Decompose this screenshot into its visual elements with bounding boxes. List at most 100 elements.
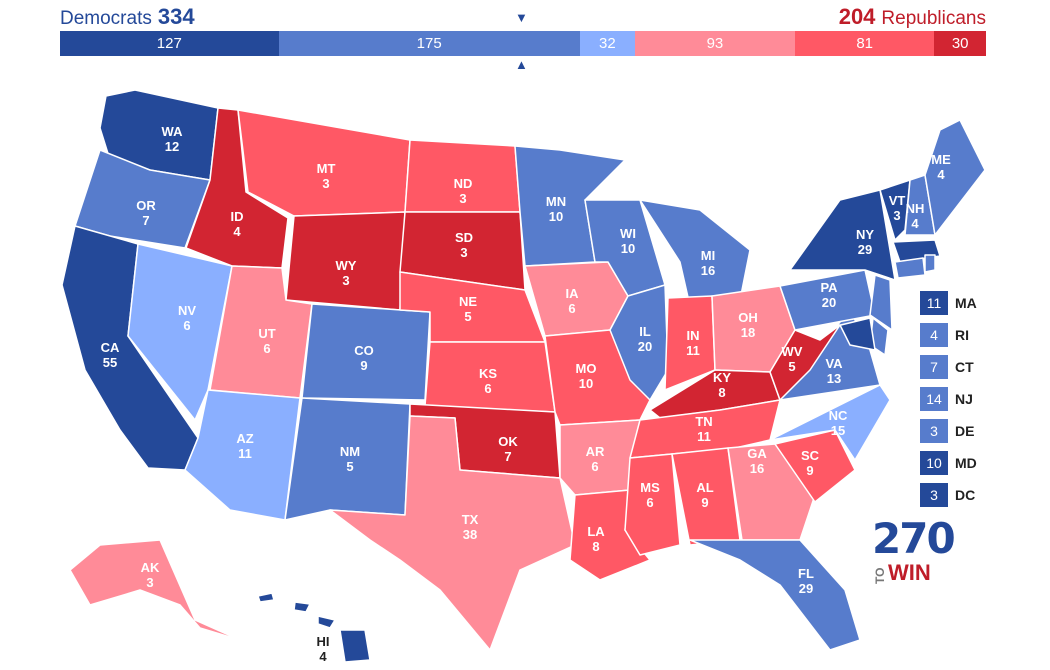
state-shape-sc[interactable] <box>774 429 856 503</box>
legend-item-ma[interactable]: 11 MA <box>920 287 977 319</box>
legend-state-label: NJ <box>955 391 973 407</box>
state-label-ga: GA 16 <box>747 446 767 476</box>
legend-state-label: DE <box>955 423 975 439</box>
bar-segment: 93 <box>634 31 795 56</box>
state-shape-fl[interactable] <box>689 539 861 651</box>
state-label-mt: MT 3 <box>317 161 336 191</box>
state-label-wy: WY 3 <box>336 258 357 288</box>
state-label-wa: WA 12 <box>162 124 184 154</box>
legend-state-label: MA <box>955 295 977 311</box>
legend-state-label: DC <box>955 487 976 503</box>
electoral-vote-bar: 127 175 32 93 81 30 <box>60 31 987 56</box>
state-shape-il[interactable] <box>609 284 669 401</box>
270towin-logo: 270 TOWIN <box>872 514 956 586</box>
state-shape-ny[interactable] <box>789 189 896 281</box>
state-label-ca: CA 55 <box>101 340 120 370</box>
bar-segment: 81 <box>794 31 935 56</box>
bar-segment: 32 <box>579 31 635 56</box>
state-label-ia: IA 6 <box>566 286 580 316</box>
state-label-az: AZ 11 <box>236 431 253 461</box>
state-shape-me[interactable] <box>924 119 986 236</box>
new-jersey-shape[interactable] <box>869 274 893 331</box>
state-shape-az[interactable] <box>184 389 301 521</box>
state-label-fl: FL 29 <box>798 566 814 596</box>
state-shape-hi[interactable] <box>339 629 371 663</box>
state-label-nm: NM 5 <box>340 444 360 474</box>
legend-item-md[interactable]: 10 MD <box>920 447 977 479</box>
state-label-or: OR 7 <box>136 198 156 228</box>
majority-marker-bottom-icon: ▲ <box>515 57 528 72</box>
state-label-pa: PA 20 <box>820 280 838 310</box>
state-label-ms: MS 6 <box>640 480 660 510</box>
bar-segment: 127 <box>60 31 279 56</box>
state-shape-tx[interactable] <box>329 415 576 651</box>
legend-ev-box[interactable]: 3 <box>920 419 948 443</box>
legend-ev-box[interactable]: 7 <box>920 355 948 379</box>
legend-state-label: MD <box>955 455 977 471</box>
majority-marker-top-icon: ▼ <box>515 10 528 25</box>
state-label-tx: TX 38 <box>462 512 479 542</box>
state-label-ut: UT 6 <box>258 326 275 356</box>
state-label-sd: SD 3 <box>455 230 473 260</box>
bar-segment: 175 <box>278 31 580 56</box>
state-label-ks: KS 6 <box>479 366 497 396</box>
state-label-sc: SC 9 <box>801 448 820 478</box>
bar-segment: 30 <box>934 31 987 56</box>
state-label-va: VA 13 <box>825 356 843 386</box>
state-label-wv: WV 5 <box>782 344 803 374</box>
state-label-la: LA 8 <box>587 524 605 554</box>
legend-ev-box[interactable]: 14 <box>920 387 948 411</box>
state-label-mi: MI 16 <box>701 248 715 278</box>
legend-item-nj[interactable]: 14 NJ <box>920 383 977 415</box>
republicans-total: 204 <box>838 4 876 29</box>
state-label-mo: MO 10 <box>576 361 597 391</box>
results-header: Democrats 334 204 Republicans <box>60 4 986 30</box>
state-label-ar: AR 6 <box>586 444 605 474</box>
state-shape-ak[interactable] <box>69 539 241 641</box>
logo-to: TO <box>873 567 887 584</box>
legend-item-de[interactable]: 3 DE <box>920 415 977 447</box>
democrats-total: 334 <box>157 4 195 29</box>
state-label-il: IL 20 <box>638 324 652 354</box>
state-label-ak: AK 3 <box>141 560 160 590</box>
state-label-hi: HI 4 <box>317 634 330 664</box>
state-label-ne: NE 5 <box>459 294 477 324</box>
state-label-nd: ND 3 <box>454 176 473 206</box>
hawaii-island-maui[interactable] <box>317 615 336 629</box>
small-states-legend: 11 MA 4 RI 7 CT 14 NJ 3 DE 10 MD 3 DC <box>920 287 977 511</box>
hawaii-island-kauai[interactable] <box>257 592 275 603</box>
state-label-al: AL 9 <box>696 480 713 510</box>
legend-ev-box[interactable]: 11 <box>920 291 948 315</box>
rhode-island-shape[interactable] <box>924 254 936 273</box>
state-label-ny: NY 29 <box>856 227 874 257</box>
connecticut-shape[interactable] <box>894 257 926 279</box>
state-label-in: IN 11 <box>686 328 700 358</box>
state-shape-nc[interactable] <box>769 384 891 461</box>
legend-ev-box[interactable]: 4 <box>920 323 948 347</box>
logo-number: 270 <box>872 514 956 563</box>
logo-win: WIN <box>888 560 931 585</box>
legend-item-dc[interactable]: 3 DC <box>920 479 977 511</box>
democrats-summary: Democrats 334 <box>60 4 195 30</box>
state-label-id: ID 4 <box>231 209 244 239</box>
legend-item-ri[interactable]: 4 RI <box>920 319 977 351</box>
state-shape-nv[interactable] <box>127 243 233 421</box>
state-label-me: ME 4 <box>931 152 951 182</box>
hawaii-island-oahu[interactable] <box>293 601 311 613</box>
republicans-label: Republicans <box>881 8 986 29</box>
state-label-mn: MN 10 <box>546 194 566 224</box>
state-label-vt: VT 3 <box>889 193 906 223</box>
democrats-label: Democrats <box>60 8 152 29</box>
state-shape-ms[interactable] <box>624 453 681 556</box>
state-label-oh: OH 18 <box>738 310 758 340</box>
legend-ev-box[interactable]: 3 <box>920 483 948 507</box>
legend-ev-box[interactable]: 10 <box>920 451 948 475</box>
legend-state-label: CT <box>955 359 974 375</box>
state-label-ky: KY 8 <box>713 370 731 400</box>
maryland-shape[interactable] <box>819 317 876 351</box>
state-label-nv: NV 6 <box>178 303 196 333</box>
state-label-tn: TN 11 <box>695 414 712 444</box>
legend-state-label: RI <box>955 327 969 343</box>
legend-item-ct[interactable]: 7 CT <box>920 351 977 383</box>
state-label-nh: NH 4 <box>906 201 925 231</box>
